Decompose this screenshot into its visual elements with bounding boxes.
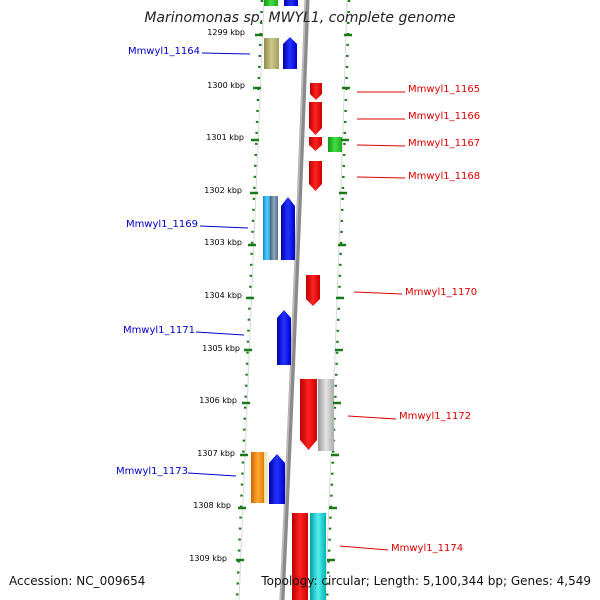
gene-1171 bbox=[277, 310, 291, 365]
kbp-label: 1300 kbp bbox=[207, 81, 245, 90]
gene-label-1164[interactable]: Mmwyl1_1164 bbox=[127, 46, 200, 57]
gene-1165 bbox=[310, 83, 322, 100]
gene-label-1169[interactable]: Mmwyl1_1169 bbox=[125, 219, 198, 230]
gene-label-1173[interactable]: Mmwyl1_1173 bbox=[115, 466, 188, 477]
gene-1174-cyan bbox=[310, 513, 326, 600]
gene-1164-blue bbox=[283, 37, 297, 69]
genome-summary-text: Topology: circular; Length: 5,100,344 bp… bbox=[261, 574, 591, 588]
gene-1169-sky bbox=[263, 196, 271, 260]
gene-1167-green bbox=[328, 137, 342, 152]
gene-1169-blue bbox=[281, 197, 295, 260]
gene-label-1170[interactable]: Mmwyl1_1170 bbox=[405, 287, 478, 298]
gene-1166 bbox=[309, 102, 322, 135]
gene-label-1172[interactable]: Mmwyl1_1172 bbox=[399, 411, 472, 422]
kbp-label: 1305 kbp bbox=[202, 344, 240, 353]
kbp-label: 1301 kbp bbox=[206, 133, 244, 142]
kbp-label: 1304 kbp bbox=[204, 291, 242, 300]
kbp-label: 1302 kbp bbox=[204, 186, 242, 195]
kbp-ticks bbox=[236, 33, 352, 562]
kbp-label: 1303 kbp bbox=[204, 238, 242, 247]
left-leader-lines bbox=[187, 52, 251, 477]
kbp-label: 1308 kbp bbox=[193, 501, 231, 510]
gene-top-green bbox=[264, 0, 278, 6]
gene-1167-red bbox=[309, 137, 322, 151]
right-leader-lines bbox=[339, 91, 406, 551]
kbp-label: 1299 kbp bbox=[207, 28, 245, 37]
gene-label-1167[interactable]: Mmwyl1_1167 bbox=[408, 138, 481, 149]
gene-1173-cream bbox=[264, 452, 268, 503]
genome-title: Marinomonas sp. MWYL1, complete genome bbox=[144, 10, 456, 26]
gene-label-1168[interactable]: Mmwyl1_1168 bbox=[408, 171, 481, 182]
gene-1164-olive bbox=[264, 38, 279, 69]
kbp-label: 1307 kbp bbox=[197, 449, 235, 458]
gene-label-1174[interactable]: Mmwyl1_1174 bbox=[391, 543, 464, 554]
gene-1173-orange bbox=[251, 452, 265, 503]
accession-text: Accession: NC_009654 bbox=[9, 574, 146, 588]
gene-1170 bbox=[306, 275, 320, 306]
gene-1174-red bbox=[292, 513, 308, 600]
gene-1168 bbox=[309, 161, 322, 191]
gene-top-blue bbox=[284, 0, 298, 6]
genome-backbone bbox=[279, 0, 310, 600]
gene-label-1166[interactable]: Mmwyl1_1166 bbox=[408, 111, 481, 122]
right-tick-track bbox=[325, 0, 351, 600]
gene-1172-gray bbox=[318, 379, 334, 451]
gene-1172-red bbox=[300, 379, 317, 450]
gene-1173-blue bbox=[269, 454, 285, 504]
gene-label-1171[interactable]: Mmwyl1_1171 bbox=[122, 325, 195, 336]
gene-label-1165[interactable]: Mmwyl1_1165 bbox=[408, 84, 481, 95]
kbp-label: 1306 kbp bbox=[199, 396, 237, 405]
gene-1169-steel bbox=[270, 196, 278, 260]
kbp-label: 1309 kbp bbox=[189, 554, 227, 563]
left-tick-track bbox=[235, 0, 264, 600]
